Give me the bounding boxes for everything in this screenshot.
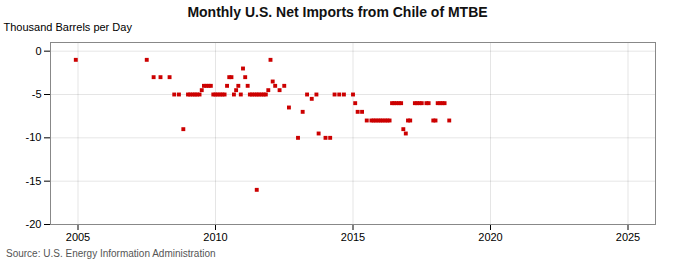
svg-text:Thousand Barrels per Day: Thousand Barrels per Day <box>4 21 133 33</box>
svg-text:2005: 2005 <box>66 231 90 243</box>
svg-text:-5: -5 <box>32 88 42 100</box>
svg-text:2020: 2020 <box>478 231 502 243</box>
svg-text:-15: -15 <box>26 175 42 187</box>
svg-text:-20: -20 <box>26 218 42 230</box>
svg-text:2015: 2015 <box>341 231 365 243</box>
html-text:Monthly U.S. Net Imports from: Monthly U.S. Net Imports from Chile of M… <box>187 4 488 20</box>
svg-text:2010: 2010 <box>203 231 227 243</box>
svg-text:0: 0 <box>35 45 41 57</box>
html-text:Source: U.S. Energy Informatio: Source: U.S. Energy Information Administ… <box>6 248 216 259</box>
svg-text:-10: -10 <box>26 131 42 143</box>
svg-text:2025: 2025 <box>616 231 640 243</box>
